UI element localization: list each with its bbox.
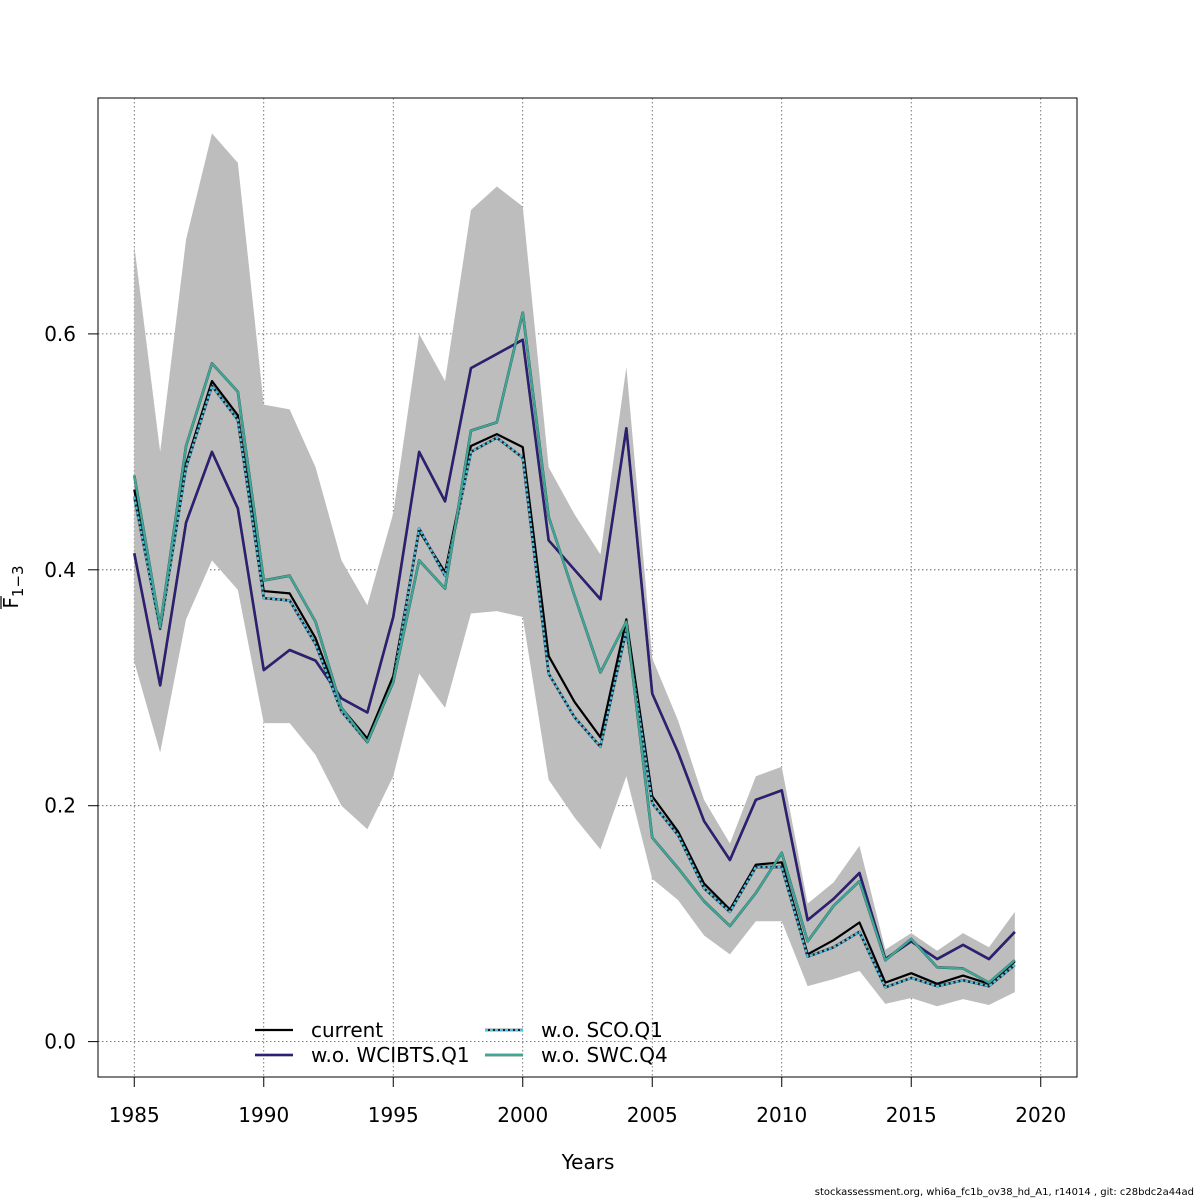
series-lines [132,311,1016,989]
x-tick-label: 2015 [886,1103,937,1127]
y-axis-title: F1−3 [0,565,27,609]
legend-label: current [311,1018,383,1042]
legend-label: w.o. SWC.Q4 [541,1043,668,1067]
x-tick-label: 2020 [1015,1103,1066,1127]
x-tick-label: 1995 [368,1103,419,1127]
x-tick-label: 2000 [497,1103,548,1127]
y-axis-title-main: F [0,597,23,609]
series-line [133,384,1016,989]
x-tick-label: 1990 [238,1103,289,1127]
series-0-line [133,379,1016,985]
y-tick-label: 0.6 [44,322,76,346]
series-line [133,311,1016,984]
x-tick-label: 2005 [627,1103,678,1127]
series-2-line [132,384,1016,989]
series-1-line [132,338,1016,961]
y-axis-title-sub: 1−3 [9,565,27,597]
footer-note: stockassessment.org, whi6a_fc1b_ov38_hd_… [814,1187,1194,1198]
series-line [133,338,1016,961]
legend-label: w.o. SCO.Q1 [541,1018,663,1042]
series-3-line [132,311,1016,984]
legend-item: w.o. SCO.Q1 [485,1018,663,1042]
y-axis: 0.0 0.2 0.4 0.6 [44,322,99,1054]
x-tick-label: 2010 [756,1103,807,1127]
legend-label: w.o. WCIBTS.Q1 [311,1043,470,1067]
legend-item: current [255,1018,383,1042]
y-tick-label: 0.0 [44,1030,76,1054]
series-line [133,379,1016,985]
legend-item: w.o. SWC.Q4 [485,1043,668,1067]
y-tick-label: 0.2 [44,794,76,818]
legend-item: w.o. WCIBTS.Q1 [255,1043,470,1067]
x-tick-label: 1985 [109,1103,160,1127]
x-axis-title: Years [561,1150,615,1174]
x-axis: 1985 1990 1995 2000 2005 2010 2015 2020 [109,1076,1066,1127]
y-tick-label: 0.4 [44,558,76,582]
svg-text:F1−3: F1−3 [0,565,27,608]
